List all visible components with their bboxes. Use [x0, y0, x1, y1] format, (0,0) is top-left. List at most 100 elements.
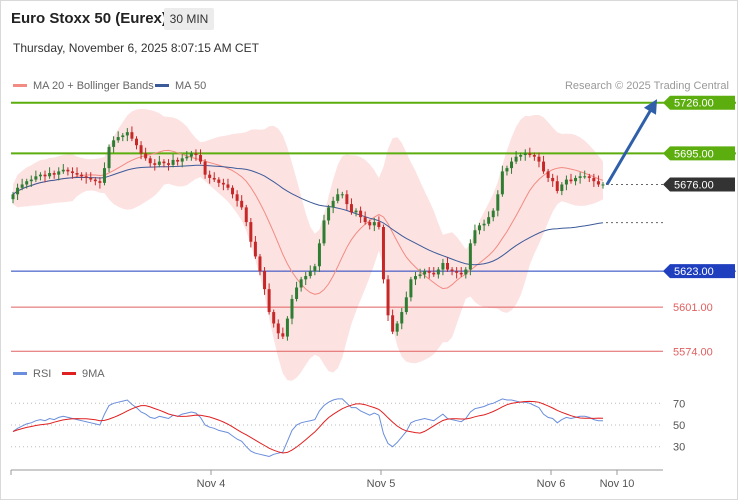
candle-body	[276, 323, 280, 334]
bollinger-layer	[13, 109, 603, 381]
moving-averages-layer	[12, 149, 604, 295]
candle	[377, 216, 381, 230]
candle	[102, 162, 106, 186]
candle-body	[253, 241, 257, 257]
legend-item-9ma: 9MA	[62, 368, 105, 380]
candle	[436, 267, 440, 279]
candle-body	[194, 153, 198, 156]
candle	[455, 267, 459, 279]
candle	[52, 170, 56, 179]
candle	[89, 172, 93, 183]
rsi-tick-70: 70	[673, 398, 685, 410]
candle-body	[38, 174, 42, 177]
ma20-swatch	[13, 83, 27, 87]
candle-body	[70, 171, 74, 174]
candle-body	[331, 200, 335, 208]
candle	[194, 149, 198, 161]
x-tick-label: Nov 4	[197, 478, 226, 490]
candle-body	[560, 184, 564, 192]
levels-layer	[11, 101, 736, 352]
candle-body	[354, 210, 358, 213]
candle-body	[386, 279, 390, 316]
candle-body	[43, 174, 47, 177]
candle	[340, 191, 344, 199]
candle	[290, 294, 294, 325]
candle-body	[258, 256, 262, 272]
candle	[583, 170, 587, 179]
candle-body	[482, 223, 486, 226]
candle	[75, 167, 79, 178]
candle-body	[478, 225, 482, 231]
ma9-swatch	[62, 371, 76, 375]
level-label-5695.00: 5695.00	[674, 148, 714, 160]
level-labels-layer: 5726.00 5695.00 5676.00 5623.00 5601.00 5574.…	[663, 95, 735, 358]
candle	[130, 126, 134, 142]
candle	[555, 175, 559, 194]
timestamp: Thursday, November 6, 2025 8:07:15 AM CE…	[13, 41, 259, 55]
candle-body	[404, 297, 408, 313]
candle-body	[313, 266, 317, 272]
x-axis-layer: Nov 4 Nov 5 Nov 6 Nov 10	[10, 469, 663, 490]
candle	[180, 154, 184, 168]
candle-body	[267, 289, 271, 313]
candle-body	[272, 312, 276, 324]
candle-body	[171, 159, 175, 165]
candle-body	[203, 161, 207, 175]
candle-body	[377, 222, 381, 227]
candle	[528, 147, 532, 158]
candle	[413, 271, 417, 286]
candle-body	[487, 217, 491, 224]
candle	[167, 159, 171, 171]
candle	[450, 267, 454, 276]
candle-body	[130, 132, 134, 139]
candle	[295, 281, 299, 302]
candle	[592, 173, 596, 187]
candle	[391, 309, 395, 335]
projection-arrow-head	[643, 99, 658, 115]
candle-body	[244, 207, 248, 223]
candle	[473, 224, 477, 246]
candle	[116, 131, 120, 143]
candle-body	[322, 220, 326, 244]
candle-body	[349, 204, 353, 213]
candle-body	[281, 333, 285, 337]
candle-body	[418, 274, 422, 277]
candle-body	[231, 187, 235, 195]
candle-body	[16, 187, 20, 195]
rsi-swatch	[13, 371, 27, 375]
candle	[34, 170, 38, 183]
candle	[153, 159, 157, 171]
candle	[43, 170, 47, 183]
instrument-title: Euro Stoxx 50 (Eurex)	[11, 10, 167, 27]
candle-body	[455, 271, 459, 273]
candle	[313, 263, 317, 276]
candle-body	[505, 168, 509, 172]
candle-body	[596, 181, 600, 185]
candle	[596, 175, 600, 187]
candle-body	[491, 210, 495, 218]
candle-body	[25, 181, 29, 185]
candle-body	[601, 184, 605, 186]
candle-body	[317, 243, 321, 267]
candle	[441, 258, 445, 276]
legend-rsi-label: RSI	[33, 368, 52, 380]
candle	[25, 178, 29, 189]
projection-arrow-shaft	[605, 103, 656, 186]
candle-body	[583, 176, 587, 178]
candle-body	[345, 194, 349, 205]
candle	[551, 173, 555, 187]
candle	[386, 275, 390, 322]
candle-body	[112, 140, 116, 147]
candle-body	[391, 315, 395, 332]
candle	[459, 267, 463, 277]
candle	[281, 327, 285, 340]
timeframe-badge[interactable]: 30 MIN	[164, 8, 214, 30]
candle	[112, 136, 116, 153]
candle-body	[153, 163, 157, 165]
candle	[523, 149, 527, 161]
candle-body	[372, 222, 376, 226]
candle-body	[176, 159, 180, 162]
candle	[418, 268, 422, 279]
candle	[267, 283, 271, 315]
candle-body	[61, 169, 65, 172]
